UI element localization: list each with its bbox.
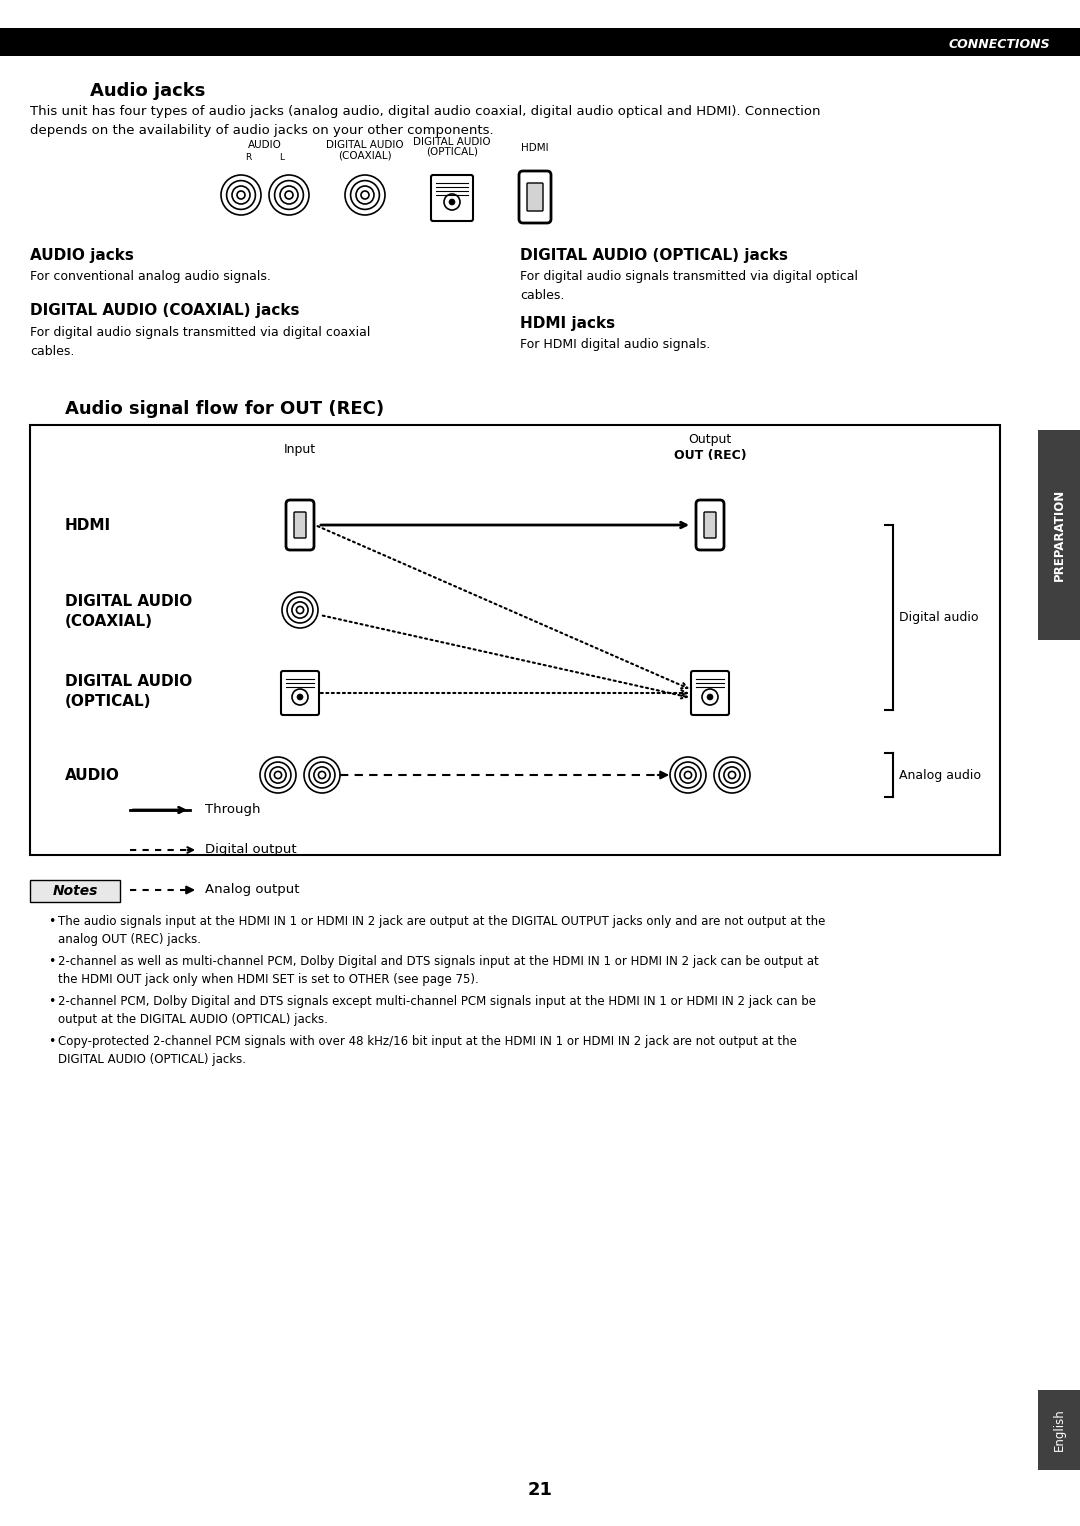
Text: •: • [48,1035,55,1048]
FancyBboxPatch shape [696,501,724,549]
Text: •: • [48,916,55,928]
Text: AUDIO: AUDIO [65,768,120,783]
Text: This unit has four types of audio jacks (analog audio, digital audio coaxial, di: This unit has four types of audio jacks … [30,105,821,137]
Text: HDMI: HDMI [65,517,111,533]
Text: DIGITAL AUDIO: DIGITAL AUDIO [65,595,192,609]
Text: •: • [48,995,55,1009]
FancyBboxPatch shape [294,513,306,539]
Circle shape [707,694,713,700]
Bar [30,426,1000,855]
FancyBboxPatch shape [527,183,543,211]
Circle shape [449,198,455,204]
Text: Audio jacks: Audio jacks [90,82,205,101]
Text: For digital audio signals transmitted via digital coaxial
cables.: For digital audio signals transmitted vi… [30,327,370,359]
Text: Input: Input [284,444,316,456]
Text: L: L [280,153,284,162]
Text: Copy-protected 2-channel PCM signals with over 48 kHz/16 bit input at the HDMI I: Copy-protected 2-channel PCM signals wit… [58,1035,797,1067]
Text: (COAXIAL): (COAXIAL) [338,150,392,160]
Text: HDMI jacks: HDMI jacks [519,316,616,331]
FancyBboxPatch shape [431,175,473,221]
Text: CONNECTIONS: CONNECTIONS [948,38,1050,50]
Text: For HDMI digital audio signals.: For HDMI digital audio signals. [519,337,711,351]
Text: (COAXIAL): (COAXIAL) [65,615,153,630]
Text: Notes: Notes [52,884,97,897]
Text: For digital audio signals transmitted via digital optical
cables.: For digital audio signals transmitted vi… [519,270,858,302]
FancyBboxPatch shape [281,671,319,716]
FancyBboxPatch shape [704,513,716,539]
FancyBboxPatch shape [519,171,551,223]
Circle shape [297,694,303,700]
Text: DIGITAL AUDIO: DIGITAL AUDIO [414,137,490,146]
Text: Analog audio: Analog audio [899,769,981,781]
Text: Through: Through [205,804,260,816]
FancyBboxPatch shape [286,501,314,549]
Text: For conventional analog audio signals.: For conventional analog audio signals. [30,270,271,282]
Text: DIGITAL AUDIO (COAXIAL) jacks: DIGITAL AUDIO (COAXIAL) jacks [30,304,299,317]
Text: Analog output: Analog output [205,884,299,896]
Text: 2-channel as well as multi-channel PCM, Dolby Digital and DTS signals input at t: 2-channel as well as multi-channel PCM, … [58,955,819,986]
Text: English: English [1053,1408,1066,1451]
FancyBboxPatch shape [30,881,120,902]
Text: OUT (REC): OUT (REC) [674,449,746,461]
Bar [1038,430,1080,639]
Bar [1038,1390,1080,1470]
Text: 21: 21 [527,1482,553,1499]
Text: AUDIO jacks: AUDIO jacks [30,249,134,262]
Text: •: • [48,955,55,967]
Text: Digital audio: Digital audio [899,610,978,624]
Text: DIGITAL AUDIO (OPTICAL) jacks: DIGITAL AUDIO (OPTICAL) jacks [519,249,788,262]
Text: (OPTICAL): (OPTICAL) [65,694,151,710]
Bar [0,27,1080,56]
Text: R: R [245,153,252,162]
Text: HDMI: HDMI [522,143,549,153]
Text: 2-channel PCM, Dolby Digital and DTS signals except multi-channel PCM signals in: 2-channel PCM, Dolby Digital and DTS sig… [58,995,816,1025]
Text: AUDIO: AUDIO [248,140,282,150]
Text: The audio signals input at the HDMI IN 1 or HDMI IN 2 jack are output at the DIG: The audio signals input at the HDMI IN 1… [58,916,825,946]
Text: Digital output: Digital output [205,844,297,856]
Text: DIGITAL AUDIO: DIGITAL AUDIO [65,674,192,690]
Text: DIGITAL AUDIO: DIGITAL AUDIO [326,140,404,150]
FancyBboxPatch shape [691,671,729,716]
Text: Audio signal flow for OUT (REC): Audio signal flow for OUT (REC) [65,400,384,418]
Text: Output: Output [688,433,731,447]
Text: (OPTICAL): (OPTICAL) [426,146,478,157]
Text: PREPARATION: PREPARATION [1053,488,1066,581]
